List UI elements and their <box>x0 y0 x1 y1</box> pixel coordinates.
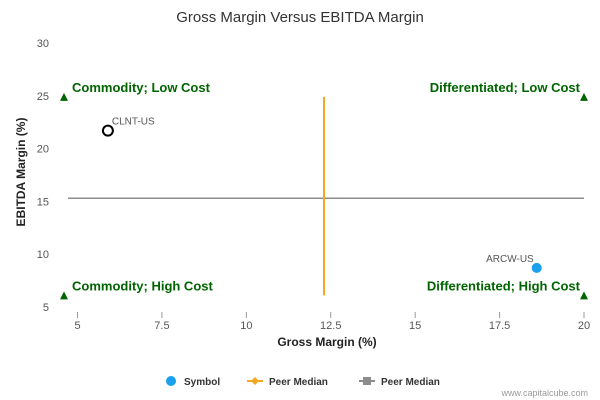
quadrant-label: Differentiated; Low Cost <box>430 80 581 95</box>
quadrant-label: Commodity; Low Cost <box>72 80 211 95</box>
y-tick-label: 5 <box>43 302 49 314</box>
y-tick-label: 20 <box>37 144 49 156</box>
peer-median-lines <box>68 96 584 296</box>
legend-item[interactable]: Peer Median <box>247 377 328 388</box>
x-axis-ticks: 5 7.5 10 12.5 15 17.5 20 <box>74 312 590 332</box>
quadrant-marker <box>580 92 588 101</box>
legend-label: Peer Median <box>269 377 328 388</box>
legend-label: Symbol <box>184 377 220 388</box>
legend-item[interactable]: Symbol <box>166 376 220 388</box>
legend-diamond-marker <box>251 377 259 385</box>
y-axis-label: EBITDA Margin (%) <box>14 118 28 227</box>
quadrant-marker <box>580 291 588 300</box>
quadrant-labels: Commodity; Low Cost Differentiated; Low C… <box>60 80 588 300</box>
data-points: CLNT-US ARCW-US <box>101 117 542 273</box>
x-tick-label: 12.5 <box>320 320 341 332</box>
x-tick-label: 5 <box>74 320 80 332</box>
quadrant-marker <box>60 92 68 101</box>
quadrant-label: Commodity; High Cost <box>72 278 213 293</box>
x-tick-label: 10 <box>240 320 252 332</box>
legend-symbol-dot <box>166 376 176 386</box>
x-tick-label: 17.5 <box>489 320 510 332</box>
x-tick-label: 15 <box>409 320 421 332</box>
point-clnt-us[interactable] <box>101 124 114 137</box>
y-axis-ticks: 5 10 15 20 25 30 <box>37 38 49 314</box>
y-tick-label: 10 <box>37 249 49 261</box>
chart-title: Gross Margin Versus EBITDA Margin <box>176 9 424 26</box>
legend-label: Peer Median <box>381 377 440 388</box>
legend-item[interactable]: Peer Median <box>359 377 440 388</box>
y-tick-label: 25 <box>37 91 49 103</box>
y-tick-label: 30 <box>37 38 49 50</box>
legend[interactable]: Symbol Peer Median Peer Median <box>166 376 440 388</box>
y-tick-label: 15 <box>37 196 49 208</box>
x-tick-label: 7.5 <box>154 320 169 332</box>
x-axis-label: Gross Margin (%) <box>277 335 376 349</box>
x-tick-label: 20 <box>578 320 590 332</box>
point-arcw-us[interactable] <box>531 262 542 273</box>
legend-square-marker <box>363 377 371 385</box>
point-label: ARCW-US <box>486 254 534 265</box>
quadrant-marker <box>60 291 68 300</box>
credit-text: www.capitalcube.com <box>500 388 588 398</box>
quadrant-label: Differentiated; High Cost <box>427 278 581 293</box>
point-label: CLNT-US <box>112 117 155 128</box>
